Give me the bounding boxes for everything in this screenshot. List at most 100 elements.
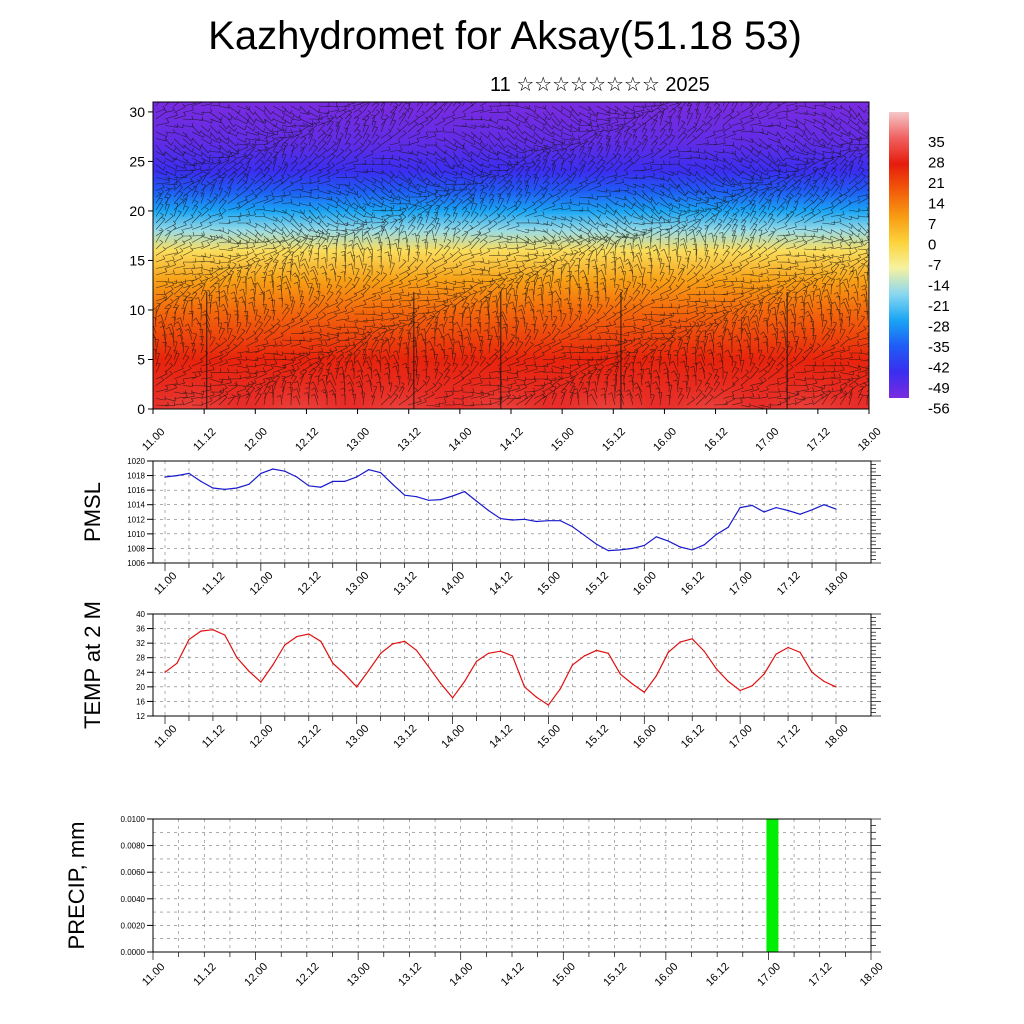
pmsl-point: [499, 518, 502, 520]
colorbar-label: 7: [928, 216, 936, 233]
pmsl-point: [643, 544, 645, 547]
precip-x-tick-label: 15.00: [550, 961, 578, 989]
heatmap-y-tick-label: 25: [129, 153, 145, 169]
heatmap-x-tick-label: 17.12: [805, 426, 833, 454]
pmsl-point: [835, 508, 837, 510]
precip-x-tick-label: 13.00: [345, 961, 373, 989]
temp-point: [344, 673, 346, 675]
temp-point: [368, 669, 370, 672]
temp-ylabel: TEMP at 2 M: [80, 601, 105, 729]
temp-point: [595, 649, 598, 652]
pmsl-x-tick-label: 15.12: [583, 570, 611, 598]
temp-x-tick-label: 15.00: [535, 723, 563, 751]
heatmap-y-tick-label: 0: [137, 401, 145, 417]
pmsl-point: [284, 470, 286, 472]
temp-point: [404, 640, 406, 642]
pmsl-point: [404, 494, 406, 496]
heatmap-x-tick-label: 14.00: [447, 426, 475, 454]
pmsl-point: [260, 472, 262, 474]
temp-y-tick-label: 28: [136, 654, 145, 663]
heatmap-x-tick-label: 15.00: [549, 426, 577, 454]
pmsl-point: [511, 519, 514, 521]
temp-x-tick-label: 11.12: [200, 723, 227, 750]
pmsl-point: [679, 546, 681, 548]
temp-point: [380, 652, 382, 654]
pmsl-point: [799, 513, 801, 515]
colorbar: 35 28 21 14 7 0 -7 -14 -21 -28 -35 -42 -49 -56: [889, 112, 950, 418]
colorbar-label: -21: [928, 298, 950, 315]
precip-x-tick-label: 13.12: [396, 961, 424, 989]
pmsl-point: [691, 549, 693, 551]
pmsl-x-tick-label: 14.00: [439, 570, 467, 598]
pmsl-point: [440, 499, 442, 501]
temp-point: [332, 662, 334, 664]
temp-point: [164, 671, 166, 673]
temp-point: [487, 652, 490, 654]
temp-point: [296, 636, 298, 638]
pmsl-point: [464, 491, 466, 493]
precip-y-tick-label: 0.0020: [121, 921, 146, 930]
precip-ylabel: PRECIP, mm: [64, 822, 89, 950]
precip-x-tick-label: 12.12: [294, 961, 322, 989]
heatmap-y-tick-label: 5: [137, 351, 145, 367]
heatmap-x-tick-label: 12.00: [242, 426, 270, 454]
heatmap-x-tick-label: 11.12: [191, 426, 218, 453]
pmsl-point: [583, 534, 586, 536]
pmsl-y-tick-label: 1008: [127, 544, 145, 553]
temp-point: [655, 675, 657, 677]
temp-point: [727, 680, 729, 683]
pmsl-y-tick-label: 1016: [127, 486, 145, 495]
pmsl-x-tick-label: 13.00: [343, 570, 371, 598]
precip-y-tick-label: 0.0080: [121, 842, 146, 851]
heatmap-x-tick-label: 13.00: [344, 426, 372, 454]
heatmap-x-tick-label: 16.12: [702, 426, 730, 454]
heatmap-x-tick-label: 16.00: [651, 426, 679, 454]
temp-point: [559, 688, 562, 690]
temp-point: [835, 686, 837, 688]
pmsl-point: [428, 499, 430, 501]
heatmap-x-tick-label: 18.00: [856, 426, 884, 454]
temp-point: [188, 638, 190, 641]
temp-point: [523, 686, 526, 688]
temp-point: [703, 650, 705, 652]
temp-point: [679, 641, 681, 643]
pmsl-x-tick-label: 13.12: [391, 570, 419, 598]
colorbar-label: 0: [928, 237, 936, 254]
precip-y-tick-label: 0.0100: [121, 815, 146, 824]
precip-grid: [152, 818, 872, 953]
temp-point: [583, 655, 586, 657]
temp-point: [464, 680, 466, 683]
chart-title: Kazhydromet for Aksay(51.18 53): [208, 14, 802, 58]
colorbar-label: 28: [928, 155, 945, 172]
pmsl-point: [631, 547, 633, 550]
temp-x-tick-label: 13.12: [391, 723, 419, 751]
temp-point: [691, 638, 693, 640]
temp-y-tick-label: 32: [136, 639, 145, 648]
temp-point: [499, 650, 502, 652]
temp-x-tick-label: 17.12: [775, 723, 803, 751]
pmsl-x-tick-label: 12.12: [296, 570, 324, 598]
pmsl-point: [619, 549, 621, 551]
pmsl-point: [212, 487, 214, 489]
temp-point: [763, 673, 765, 675]
pmsl-point: [607, 550, 609, 552]
pmsl-x-tick-label: 11.12: [200, 570, 227, 597]
pmsl-point: [739, 507, 741, 509]
colorbar-ramp: [889, 112, 909, 398]
pmsl-point: [547, 520, 550, 522]
temp-point: [356, 686, 358, 688]
pmsl-point: [392, 483, 394, 485]
temp-point: [547, 704, 550, 706]
colorbar-label: 35: [928, 134, 945, 151]
temp-point: [176, 662, 178, 664]
temp-point: [308, 633, 310, 635]
pmsl-ylabel: PMSL: [80, 482, 105, 542]
pmsl-point: [308, 485, 310, 487]
pmsl-point: [224, 488, 226, 490]
temp-point: [571, 664, 574, 666]
temp-point: [643, 691, 645, 693]
colorbar-label: -28: [928, 319, 950, 336]
precip-x-tick-label: 11.00: [140, 961, 167, 988]
pmsl-point: [775, 507, 777, 509]
precip-x-tick-label: 14.12: [499, 961, 527, 989]
